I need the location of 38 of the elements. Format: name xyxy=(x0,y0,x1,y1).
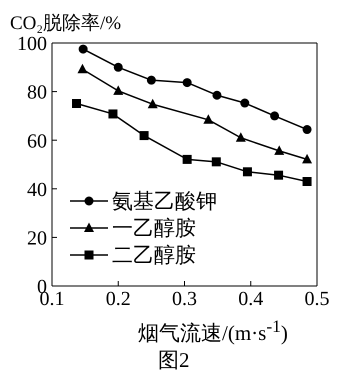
x-axis-title: 烟气流速/(m·s$^{-1}$) xyxy=(138,316,288,347)
point xyxy=(72,99,82,108)
point xyxy=(114,62,123,72)
point xyxy=(78,44,88,54)
point xyxy=(113,85,124,95)
point xyxy=(140,131,149,140)
point xyxy=(148,98,158,108)
point xyxy=(77,64,88,74)
point xyxy=(236,132,246,142)
y-tick-label: 60 xyxy=(27,130,47,152)
legend-label: 二乙醇胺 xyxy=(112,242,196,268)
y-tick-label: 20 xyxy=(27,228,47,250)
point xyxy=(182,78,192,88)
point xyxy=(274,170,284,180)
point xyxy=(212,157,221,166)
point xyxy=(274,145,284,155)
legend-label: 氨基乙酸钾 xyxy=(112,188,217,214)
point xyxy=(302,177,312,186)
point xyxy=(302,125,312,134)
x-tick-label: 0.3 xyxy=(172,288,197,310)
y-tick-label: 40 xyxy=(27,178,47,201)
point xyxy=(146,76,156,85)
point xyxy=(203,114,214,124)
point xyxy=(108,109,118,118)
point xyxy=(212,90,222,100)
x-tick-label: 0.5 xyxy=(304,288,330,310)
y-axis-title: CO₂脱除率/% xyxy=(10,12,122,36)
point xyxy=(182,154,192,164)
point xyxy=(302,154,312,164)
point xyxy=(242,167,252,176)
legend-label: 一乙醇胺 xyxy=(112,214,196,240)
y-tick-label: 100 xyxy=(17,33,47,56)
x-tick-label: 0.2 xyxy=(106,288,131,310)
caption: 图2 xyxy=(158,347,190,374)
point xyxy=(270,111,280,120)
y-tick-label: 80 xyxy=(27,82,47,104)
point xyxy=(240,98,250,108)
x-tick-label: 0.4 xyxy=(238,288,264,310)
